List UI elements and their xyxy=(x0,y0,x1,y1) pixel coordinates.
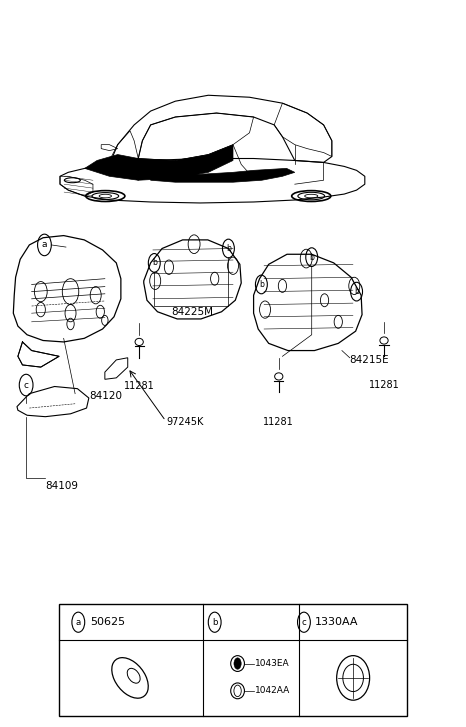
Text: 11281: 11281 xyxy=(369,380,399,390)
Bar xyxy=(59,604,407,715)
Text: 84109: 84109 xyxy=(45,481,78,491)
Text: 50625: 50625 xyxy=(90,617,125,627)
Text: b: b xyxy=(152,258,157,268)
Text: b: b xyxy=(259,280,264,289)
Polygon shape xyxy=(85,145,233,180)
Circle shape xyxy=(234,658,241,670)
Text: 84225M: 84225M xyxy=(171,308,213,318)
Text: b: b xyxy=(309,253,314,262)
Text: a: a xyxy=(41,241,47,249)
Polygon shape xyxy=(151,169,295,182)
Text: 11281: 11281 xyxy=(124,382,155,392)
Text: 84120: 84120 xyxy=(89,391,122,401)
Text: b: b xyxy=(226,244,231,253)
Text: c: c xyxy=(302,618,306,627)
Text: 1042AA: 1042AA xyxy=(255,686,290,695)
Text: c: c xyxy=(24,380,28,390)
Text: a: a xyxy=(75,618,81,627)
Text: b: b xyxy=(212,618,218,627)
Text: 97245K: 97245K xyxy=(167,417,204,427)
Text: 84215E: 84215E xyxy=(350,355,389,365)
Text: 11281: 11281 xyxy=(263,417,294,427)
Text: 1043EA: 1043EA xyxy=(255,659,289,668)
Text: 1330AA: 1330AA xyxy=(315,617,358,627)
Text: b: b xyxy=(354,287,359,296)
